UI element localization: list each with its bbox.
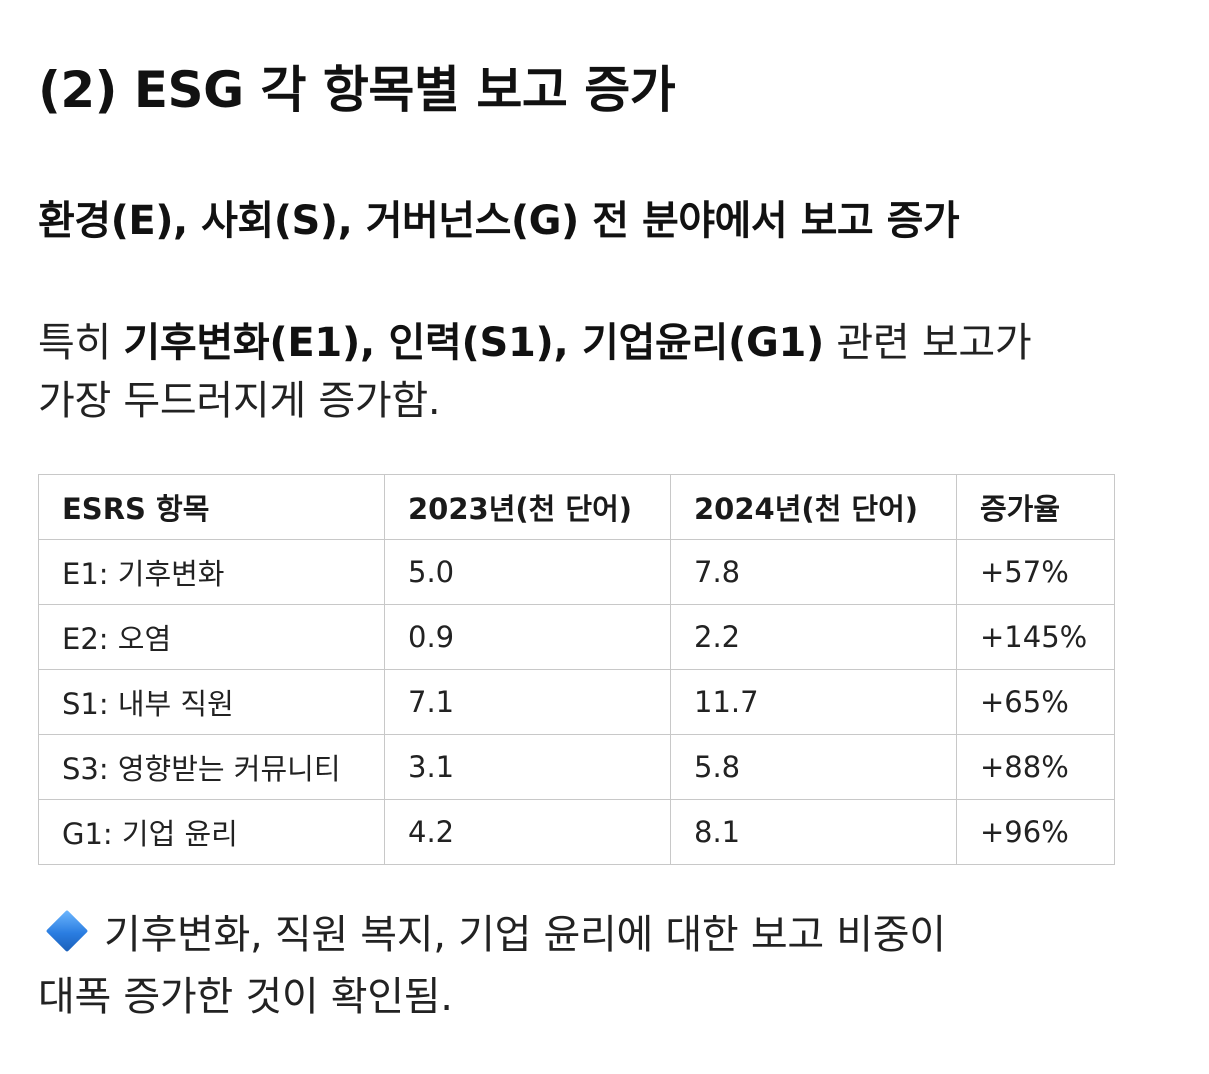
- table-row: G1: 기업 윤리 4.2 8.1 +96%: [38, 799, 1115, 865]
- paragraph-highlight: 기후변화(E1), 인력(S1), 기업윤리(G1): [123, 320, 825, 366]
- table-row: S1: 내부 직원 7.1 11.7 +65%: [38, 669, 1115, 735]
- section-subtitle: 환경(E), 사회(S), 거버넌스(G) 전 분야에서 보고 증가: [38, 198, 960, 244]
- column-header: 2023년(천 단어): [384, 474, 671, 540]
- summary-paragraph: 특히 기후변화(E1), 인력(S1), 기업윤리(G1) 관련 보고가 가장 …: [38, 314, 1148, 430]
- column-header: ESRS 항목: [38, 474, 385, 540]
- table-cell: E2: 오염: [38, 604, 385, 670]
- table-cell: E1: 기후변화: [38, 539, 385, 605]
- table-row: E1: 기후변화 5.0 7.8 +57%: [38, 539, 1115, 605]
- table-cell: 8.1: [670, 799, 957, 865]
- note-line1: 기후변화, 직원 복지, 기업 윤리에 대한 보고 비중이: [104, 912, 946, 958]
- page-title: (2) ESG 각 항목별 보고 증가: [38, 61, 676, 119]
- table-cell: 5.0: [384, 539, 671, 605]
- table-cell: G1: 기업 윤리: [38, 799, 385, 865]
- table-cell: +57%: [956, 539, 1115, 605]
- table-cell: 7.8: [670, 539, 957, 605]
- table-cell: +88%: [956, 734, 1115, 800]
- paragraph-suffix: 관련 보고가: [824, 320, 1032, 366]
- paragraph-prefix: 특히: [38, 320, 124, 366]
- column-header: 증가율: [956, 474, 1115, 540]
- table-cell: 7.1: [384, 669, 671, 735]
- table-cell: +96%: [956, 799, 1115, 865]
- conclusion-note: 기후변화, 직원 복지, 기업 윤리에 대한 보고 비중이 대폭 증가한 것이 …: [38, 904, 1148, 1028]
- table-cell: S1: 내부 직원: [38, 669, 385, 735]
- table-cell: 2.2: [670, 604, 957, 670]
- table-header-row: ESRS 항목 2023년(천 단어) 2024년(천 단어) 증가율: [38, 474, 1115, 540]
- table-cell: 11.7: [670, 669, 957, 735]
- table-cell: 5.8: [670, 734, 957, 800]
- table-cell: +145%: [956, 604, 1115, 670]
- table-cell: +65%: [956, 669, 1115, 735]
- esrs-table: ESRS 항목 2023년(천 단어) 2024년(천 단어) 증가율 E1: …: [38, 474, 1115, 865]
- blue-diamond-icon: [45, 909, 89, 953]
- column-header: 2024년(천 단어): [670, 474, 957, 540]
- table-cell: 4.2: [384, 799, 671, 865]
- table-row: S3: 영향받는 커뮤니티 3.1 5.8 +88%: [38, 734, 1115, 800]
- paragraph-line2: 가장 두드러지게 증가함.: [38, 378, 441, 424]
- table-row: E2: 오염 0.9 2.2 +145%: [38, 604, 1115, 670]
- table-cell: 3.1: [384, 734, 671, 800]
- table-cell: 0.9: [384, 604, 671, 670]
- table-cell: S3: 영향받는 커뮤니티: [38, 734, 385, 800]
- note-line2: 대폭 증가한 것이 확인됨.: [38, 974, 453, 1020]
